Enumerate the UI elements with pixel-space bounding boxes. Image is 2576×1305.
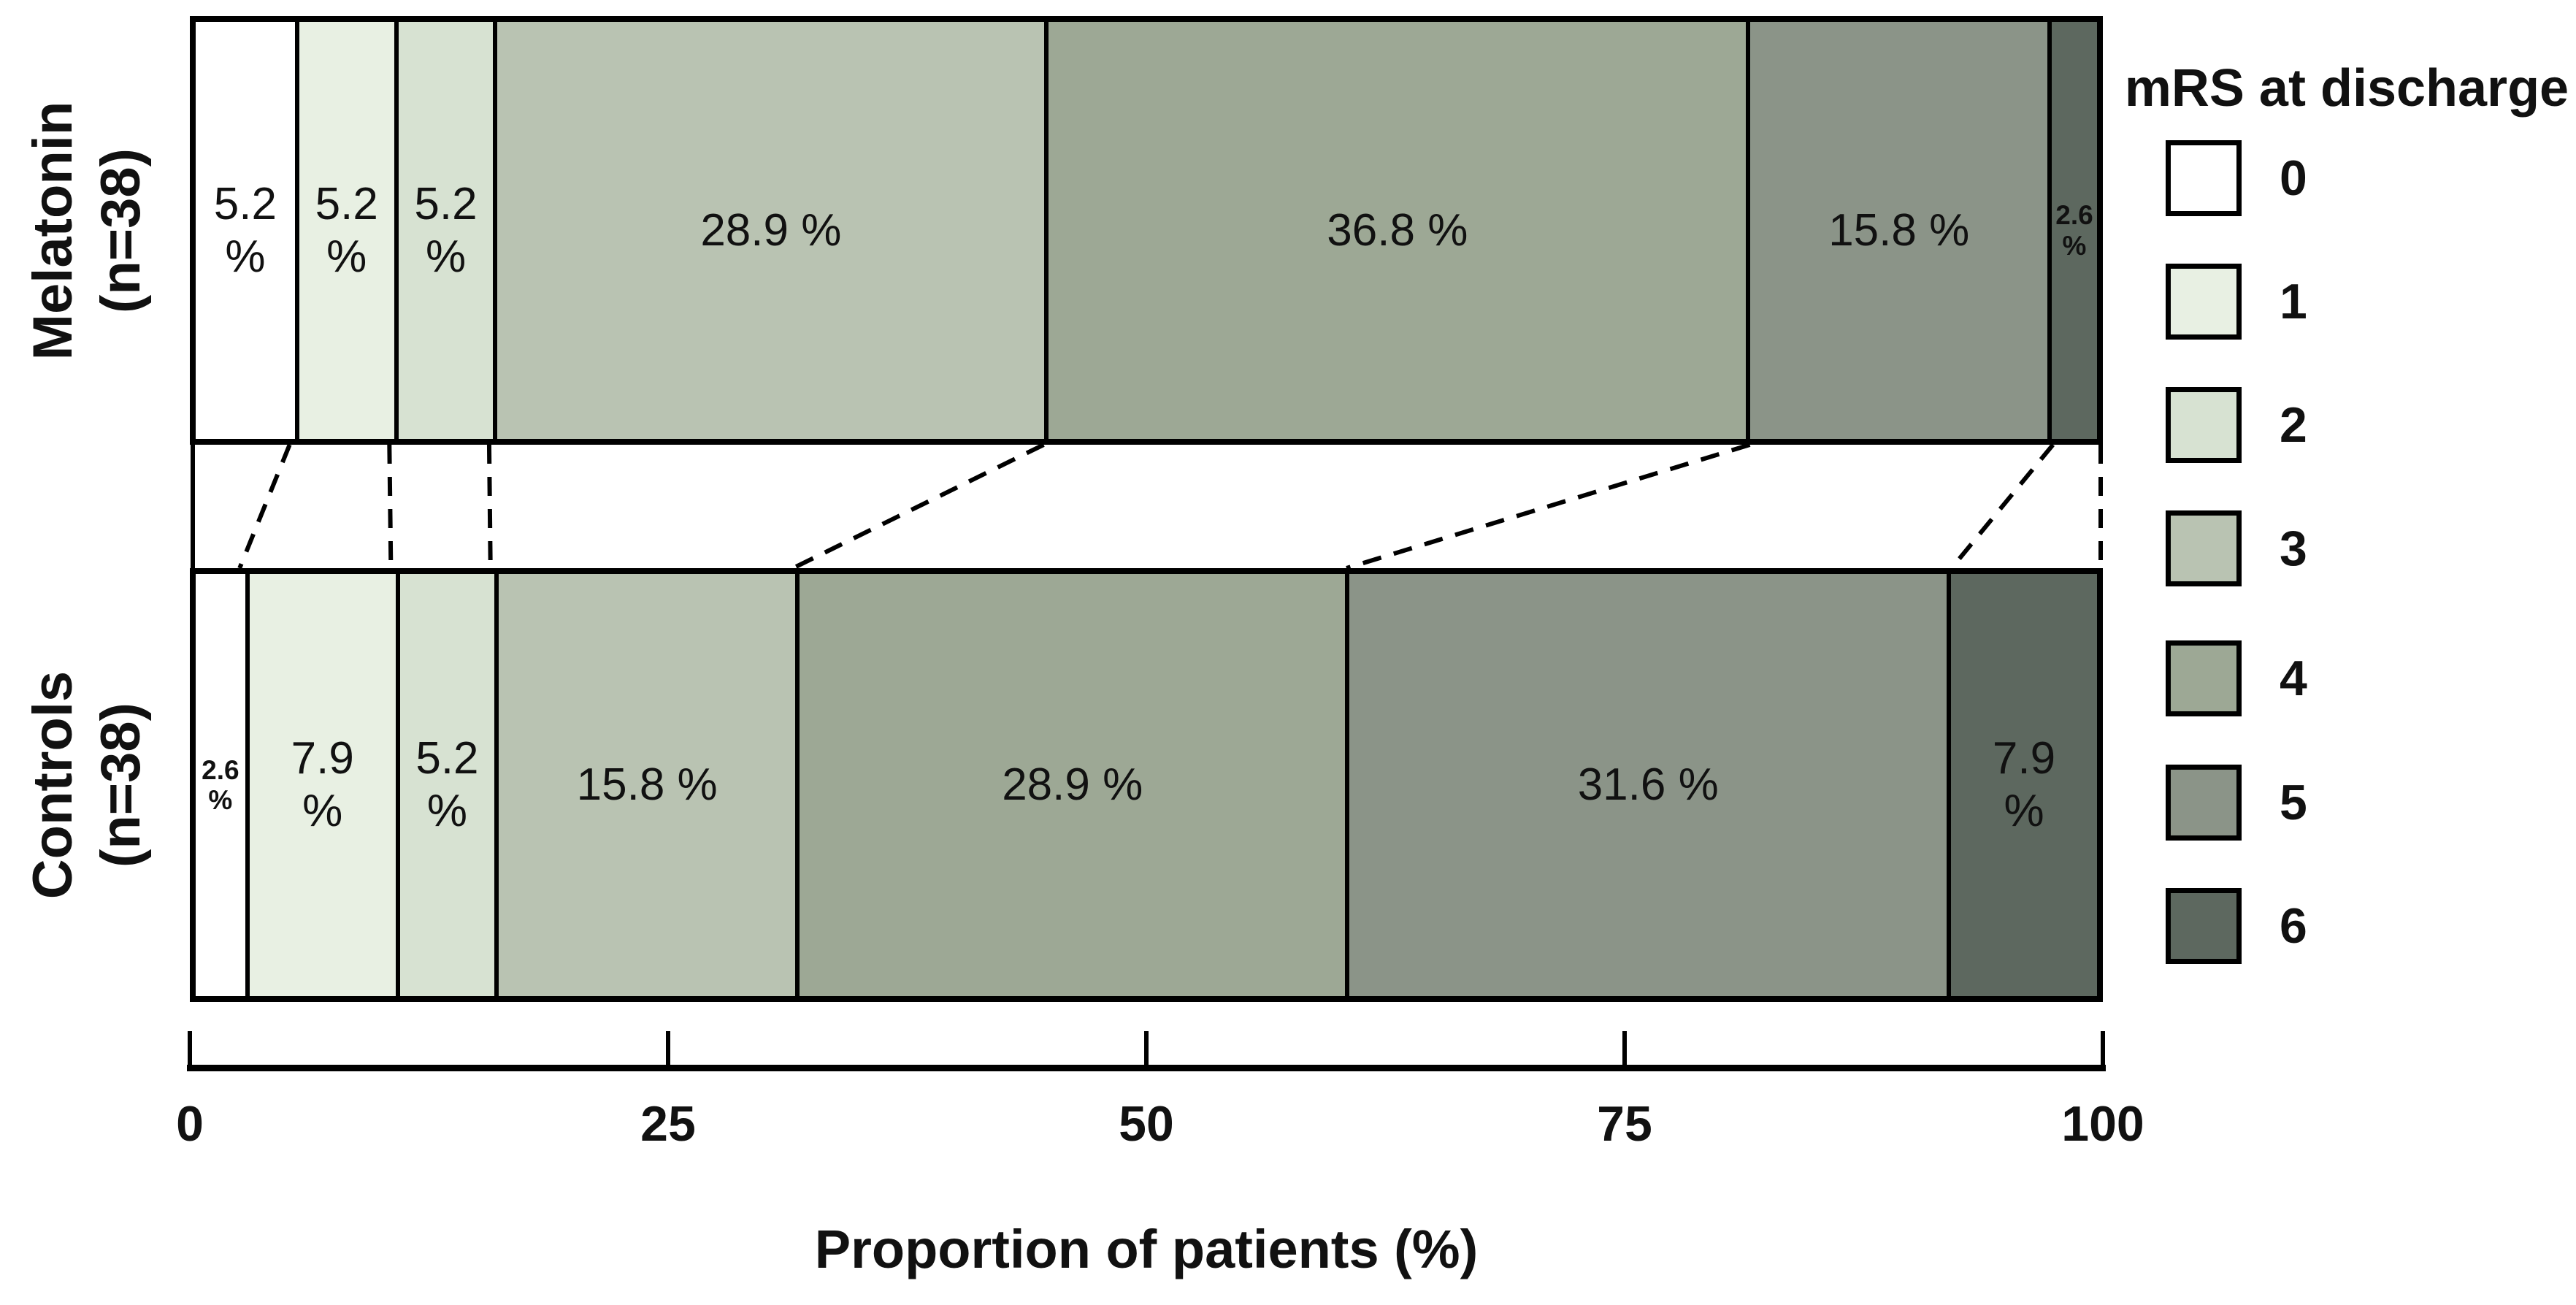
legend-label-mrs-1: 1 (2280, 274, 2307, 329)
connector-line (237, 445, 292, 568)
legend-swatch-mrs-4 (2166, 640, 2242, 716)
segment-label-line: 5.2 (415, 733, 479, 784)
segment-label-line: % (326, 231, 367, 282)
segment-connector-lines (191, 445, 2103, 568)
bar-segment-mrs-1: 7.9% (245, 574, 396, 996)
x-axis-tick (188, 1031, 192, 1065)
segment-label: 2.6% (202, 755, 239, 816)
segment-label: 28.9 % (1002, 759, 1143, 811)
bar-segment-mrs-0: 5.2% (196, 22, 295, 439)
x-axis-tick-label: 50 (1119, 1096, 1174, 1152)
x-axis-tick-label: 25 (640, 1096, 696, 1152)
segment-label-line: 31.6 % (1577, 759, 1719, 811)
x-axis-tick-label: 0 (176, 1096, 204, 1152)
melatonin-bar: 5.2% 5.2% 5.2% 28.9 % 36.8 % 15.8 % 2.6% (190, 16, 2103, 445)
legend-label-mrs-6: 6 (2280, 898, 2307, 954)
segment-label-line: 28.9 % (1002, 759, 1143, 811)
segment-label-line: 5.2 (315, 178, 378, 229)
segment-label: 31.6 % (1578, 759, 1719, 811)
segment-label-line: 36.8 % (1327, 204, 1468, 256)
bar-segment-mrs-2: 5.2% (394, 22, 494, 439)
connector-line (791, 445, 1045, 568)
connector-line (387, 445, 394, 568)
segment-label-line: % (225, 231, 266, 282)
legend-label-mrs-5: 5 (2280, 775, 2307, 830)
y-axis-label-line: (n=38) (90, 703, 152, 868)
legend-label-mrs-4: 4 (2280, 651, 2307, 706)
segment-label: 15.8 % (1828, 204, 1969, 257)
segment-label-line: 28.9 % (700, 204, 842, 256)
legend-swatch-mrs-3 (2166, 510, 2242, 586)
bar-segment-mrs-3: 28.9 % (493, 22, 1045, 439)
legend-swatch-mrs-0 (2166, 140, 2242, 216)
bar-segment-mrs-1: 5.2% (294, 22, 394, 439)
bar-segment-mrs-5: 31.6 % (1345, 574, 1947, 996)
segment-label: 15.8 % (577, 759, 718, 811)
legend-swatch-mrs-2 (2166, 387, 2242, 463)
segment-label-line: 5.2 (213, 178, 277, 229)
x-axis-title: Proportion of patients (%) (814, 1219, 1479, 1279)
y-axis-label-melatonin: Melatonin (n=38) (0, 0, 175, 486)
segment-label: 5.2% (414, 178, 477, 283)
segment-label: 5.2% (415, 732, 478, 838)
segment-label-line: 7.9 (1992, 733, 2056, 784)
segment-label-line: % (426, 786, 468, 836)
y-axis-label-controls: Controls (n=38) (0, 529, 175, 1041)
x-axis-line (187, 1065, 2106, 1071)
bar-segment-mrs-5: 15.8 % (1746, 22, 2048, 439)
segment-label: 5.2% (315, 178, 378, 283)
bar-segment-mrs-4: 36.8 % (1044, 22, 1747, 439)
legend-label-mrs-0: 0 (2280, 150, 2307, 206)
x-axis-tick (666, 1031, 670, 1065)
segment-label-line: 7.9 (291, 733, 354, 784)
legend-swatch-mrs-1 (2166, 264, 2242, 340)
segment-label: 7.9% (291, 732, 354, 838)
segment-label: 36.8 % (1327, 204, 1468, 257)
x-axis-tick-label: 75 (1597, 1096, 1652, 1152)
legend-swatch-mrs-5 (2166, 765, 2242, 841)
x-axis-tick-label: 100 (2061, 1096, 2144, 1152)
connector-line (486, 445, 493, 568)
y-axis-label-line: (n=38) (90, 148, 152, 313)
bar-segment-mrs-4: 28.9 % (795, 574, 1346, 996)
segment-label-line: 2.6 (202, 754, 239, 785)
legend-label-mrs-2: 2 (2280, 397, 2307, 453)
segment-label-line: 2.6 (2055, 200, 2093, 231)
segment-label: 28.9 % (700, 204, 841, 257)
connector-line (1950, 445, 2055, 568)
bar-segment-mrs-2: 5.2% (395, 574, 495, 996)
bar-segment-mrs-6: 2.6% (2047, 22, 2097, 439)
segment-label-line: % (2004, 786, 2044, 836)
segment-label-line: % (208, 785, 233, 815)
connector-line (1346, 445, 1751, 568)
segment-label: 5.2% (214, 178, 277, 283)
bar-segment-mrs-3: 15.8 % (494, 574, 796, 996)
segment-label-line: % (425, 231, 467, 282)
y-axis-label-line: Melatonin (22, 101, 85, 361)
x-axis-tick (2101, 1031, 2105, 1065)
segment-label: 7.9% (1993, 732, 2055, 838)
segment-label-line: 15.8 % (576, 759, 718, 811)
segment-label-line: % (302, 786, 343, 836)
y-axis-label-line: Controls (22, 670, 85, 900)
controls-bar: 2.6% 7.9% 5.2% 15.8 % 28.9 % 31.6 % 7.9% (190, 568, 2103, 1002)
segment-label: 2.6% (2055, 200, 2093, 261)
legend-swatch-mrs-6 (2166, 888, 2242, 964)
bar-segment-mrs-0: 2.6% (196, 574, 245, 996)
bar-segment-mrs-6: 7.9% (1947, 574, 2097, 996)
legend-title: mRS at discharge (2124, 59, 2569, 118)
legend-label-mrs-3: 3 (2280, 521, 2307, 576)
x-axis-tick (1144, 1031, 1149, 1065)
segment-label-line: 5.2 (414, 178, 478, 229)
segment-label-line: 15.8 % (1828, 204, 1970, 256)
x-axis-tick (1622, 1031, 1627, 1065)
segment-label-line: % (2062, 230, 2087, 261)
